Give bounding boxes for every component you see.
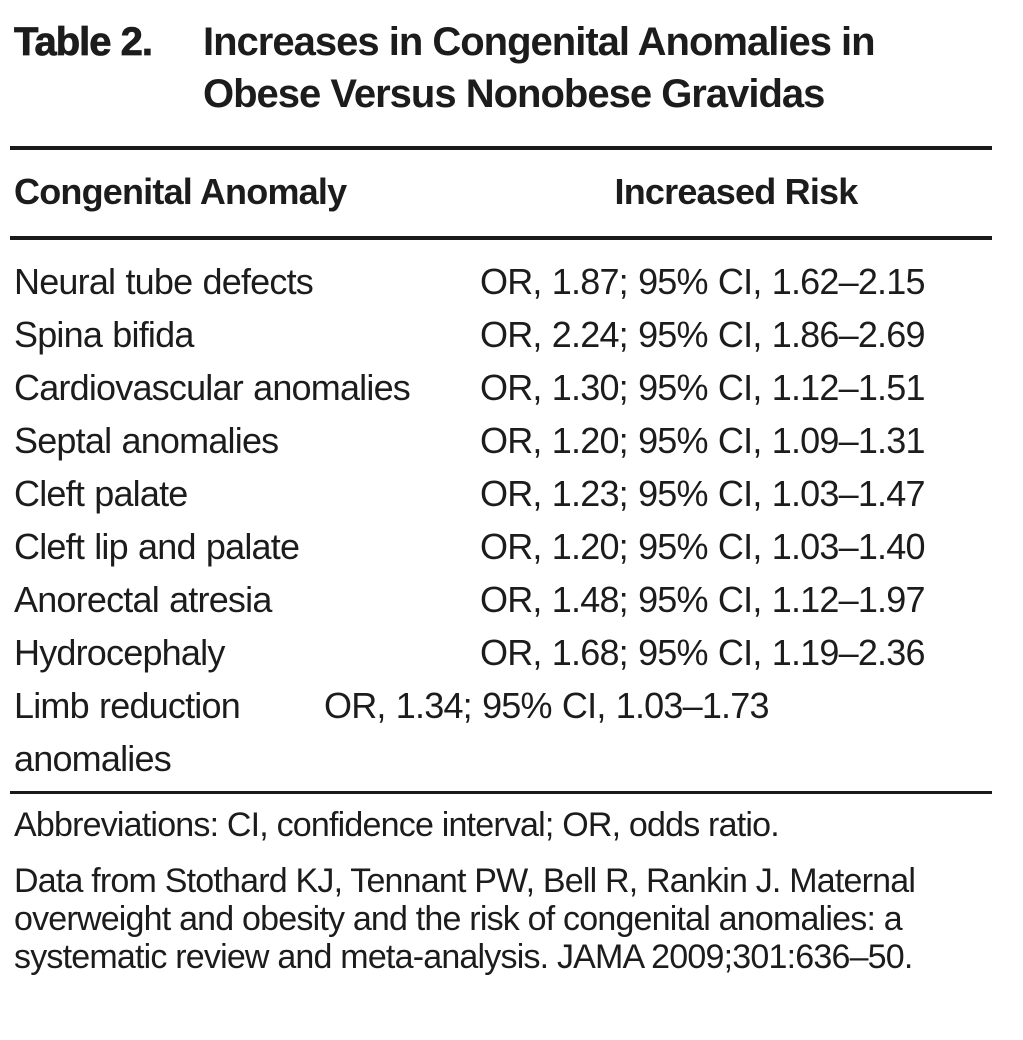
risk-cell: OR, 1.23; 95% CI, 1.03–1.47 — [480, 473, 925, 514]
table-row: Limb reduction anomalies OR, 1.34; 95% C… — [14, 679, 992, 785]
anomaly-cell: Cleft lip and palate — [14, 526, 300, 567]
risk-cell: OR, 2.24; 95% CI, 1.86–2.69 — [480, 314, 925, 355]
title-divider — [10, 146, 992, 150]
column-header-anomaly: Congenital Anomaly — [14, 171, 347, 212]
risk-cell: OR, 1.87; 95% CI, 1.62–2.15 — [480, 261, 925, 302]
risk-cell: OR, 1.68; 95% CI, 1.19–2.36 — [480, 632, 925, 673]
table-row: Cleft palate OR, 1.23; 95% CI, 1.03–1.47 — [14, 467, 992, 520]
table-row: Cleft lip and palate OR, 1.20; 95% CI, 1… — [14, 520, 992, 573]
table-title: Table 2. Increases in Congenital Anomali… — [14, 16, 992, 120]
risk-cell: OR, 1.30; 95% CI, 1.12–1.51 — [480, 367, 925, 408]
anomaly-cell: Neural tube defects — [14, 261, 314, 302]
abbreviations-note: Abbreviations: CI, confidence interval; … — [14, 806, 780, 844]
table-title-text: Increases in Congenital Anomalies in Obe… — [203, 20, 876, 116]
table-row: Neural tube defects OR, 1.87; 95% CI, 1.… — [14, 255, 992, 308]
anomaly-cell: Cleft palate — [14, 473, 188, 514]
risk-cell: OR, 1.20; 95% CI, 1.03–1.40 — [480, 526, 925, 567]
column-header-risk: Increased Risk — [614, 171, 859, 212]
anomaly-cell: Spina bifida — [14, 314, 194, 355]
risk-cell: OR, 1.48; 95% CI, 1.12–1.97 — [480, 579, 925, 620]
risk-cell: OR, 1.20; 95% CI, 1.09–1.31 — [480, 420, 925, 461]
table-body: Neural tube defects OR, 1.87; 95% CI, 1.… — [14, 240, 992, 791]
table-row: Spina bifida OR, 2.24; 95% CI, 1.86–2.69 — [14, 308, 992, 361]
table-row: Hydrocephaly OR, 1.68; 95% CI, 1.19–2.36 — [14, 626, 992, 679]
anomaly-cell: Septal anomalies — [14, 420, 279, 461]
anomaly-cell: Limb reduction anomalies — [14, 685, 241, 779]
table-row: Cardiovascular anomalies OR, 1.30; 95% C… — [14, 361, 992, 414]
body-divider — [10, 791, 992, 794]
anomaly-cell: Anorectal atresia — [14, 579, 272, 620]
table-header-row: Congenital Anomaly Increased Risk — [14, 150, 992, 236]
risk-cell: OR, 1.34; 95% CI, 1.03–1.73 — [324, 685, 769, 726]
table-row: Septal anomalies OR, 1.20; 95% CI, 1.09–… — [14, 414, 992, 467]
header-divider — [10, 236, 992, 240]
source-citation: Data from Stothard KJ, Tennant PW, Bell … — [14, 862, 916, 976]
anomaly-cell: Hydrocephaly — [14, 632, 225, 673]
table-number-label: Table 2. — [14, 20, 154, 65]
table-row: Anorectal atresia OR, 1.48; 95% CI, 1.12… — [14, 573, 992, 626]
anomaly-cell: Cardiovascular anomalies — [14, 367, 411, 408]
